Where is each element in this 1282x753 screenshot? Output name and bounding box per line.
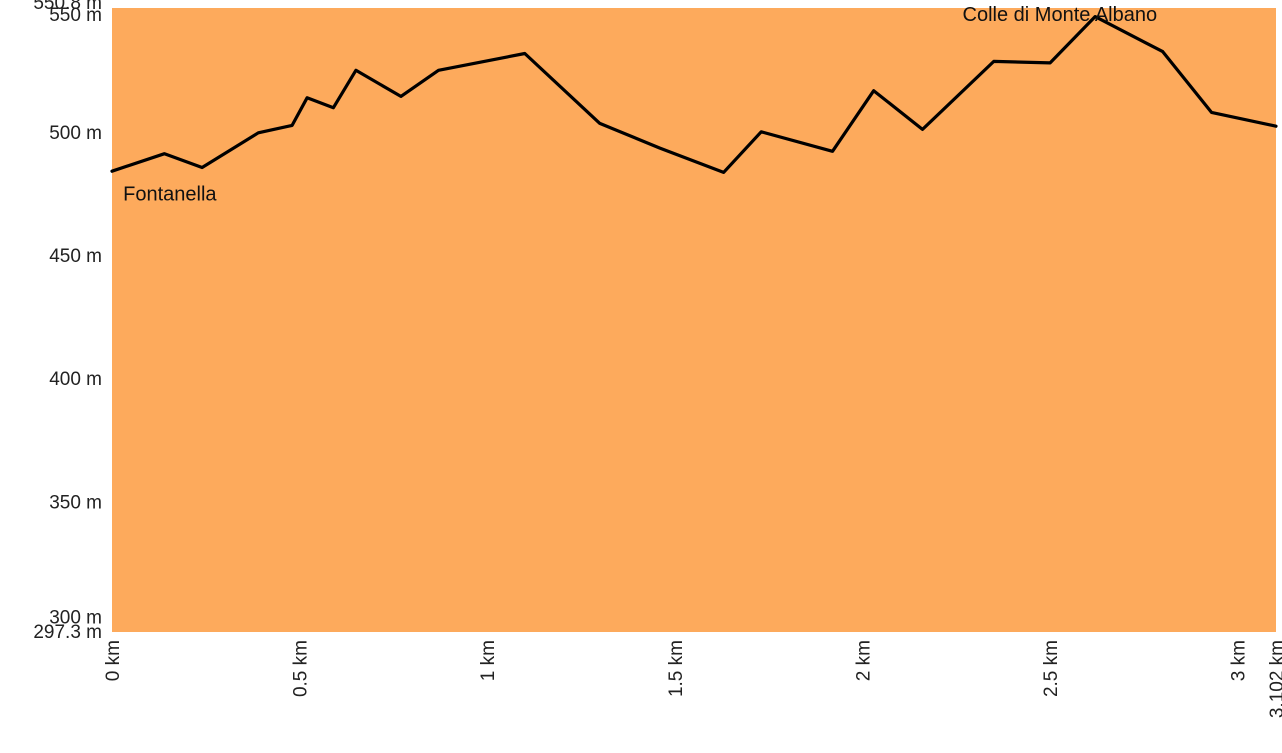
x-tick-label: 0 km — [103, 640, 124, 681]
x-tick-label: 2 km — [853, 640, 874, 681]
annotation-layer: Fontanella Colle di Monte Albano — [123, 4, 1157, 206]
elevation-profile-line — [110, 15, 1278, 174]
location-annotation: Colle di Monte Albano — [963, 4, 1158, 26]
y-tick-label: 400 m — [49, 369, 102, 390]
x-tick-label: 1 km — [478, 640, 499, 681]
y-tick-label: 297.3 m — [33, 622, 102, 643]
x-tick-label: 2.5 km — [1041, 640, 1062, 697]
x-axis: 0 km 0.5 km 1 km 1.5 km 2 km 2.5 km 3 km 3.102 … — [103, 640, 1282, 718]
x-tick-label: 0.5 km — [291, 640, 312, 697]
y-tick-label: 500 m — [49, 123, 102, 144]
location-annotation: Fontanella — [123, 184, 217, 206]
y-tick-label: 550.8 m — [33, 0, 102, 14]
y-tick-label: 350 m — [49, 492, 102, 513]
plot-background — [112, 8, 1276, 632]
x-tick-label: 1.5 km — [666, 640, 687, 697]
y-tick-label: 300 m — [49, 607, 102, 628]
y-tick-label: 550 m — [49, 5, 102, 26]
x-tick-label: 3.102 km — [1267, 640, 1282, 718]
x-tick-label: 3 km — [1229, 640, 1250, 681]
y-tick-label: 450 m — [49, 246, 102, 267]
